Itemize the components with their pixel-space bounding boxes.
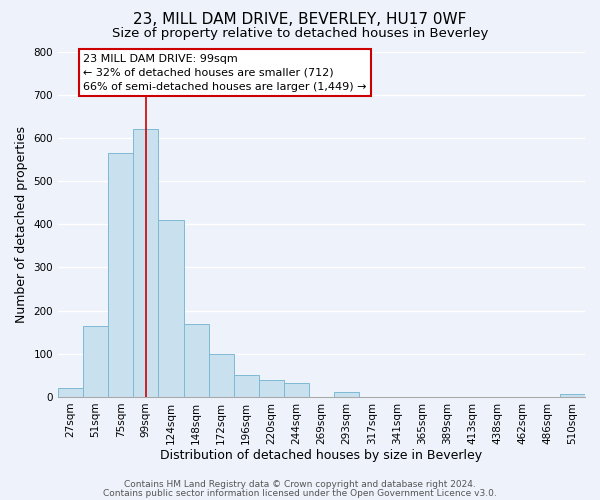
Y-axis label: Number of detached properties: Number of detached properties: [15, 126, 28, 322]
Bar: [58, 388, 83, 397]
Bar: [334, 392, 359, 397]
Bar: [133, 129, 158, 397]
X-axis label: Distribution of detached houses by size in Beverley: Distribution of detached houses by size …: [160, 450, 482, 462]
Bar: [184, 324, 209, 397]
Bar: [108, 153, 133, 397]
Bar: [560, 394, 585, 397]
Bar: [259, 380, 284, 397]
Text: Contains HM Land Registry data © Crown copyright and database right 2024.: Contains HM Land Registry data © Crown c…: [124, 480, 476, 489]
Text: Size of property relative to detached houses in Beverley: Size of property relative to detached ho…: [112, 28, 488, 40]
Text: Contains public sector information licensed under the Open Government Licence v3: Contains public sector information licen…: [103, 488, 497, 498]
Bar: [284, 382, 309, 397]
Text: 23, MILL DAM DRIVE, BEVERLEY, HU17 0WF: 23, MILL DAM DRIVE, BEVERLEY, HU17 0WF: [133, 12, 467, 28]
Bar: [233, 376, 259, 397]
Bar: [209, 354, 233, 397]
Bar: [158, 220, 184, 397]
Text: 23 MILL DAM DRIVE: 99sqm
← 32% of detached houses are smaller (712)
66% of semi-: 23 MILL DAM DRIVE: 99sqm ← 32% of detach…: [83, 54, 367, 92]
Bar: [83, 326, 108, 397]
